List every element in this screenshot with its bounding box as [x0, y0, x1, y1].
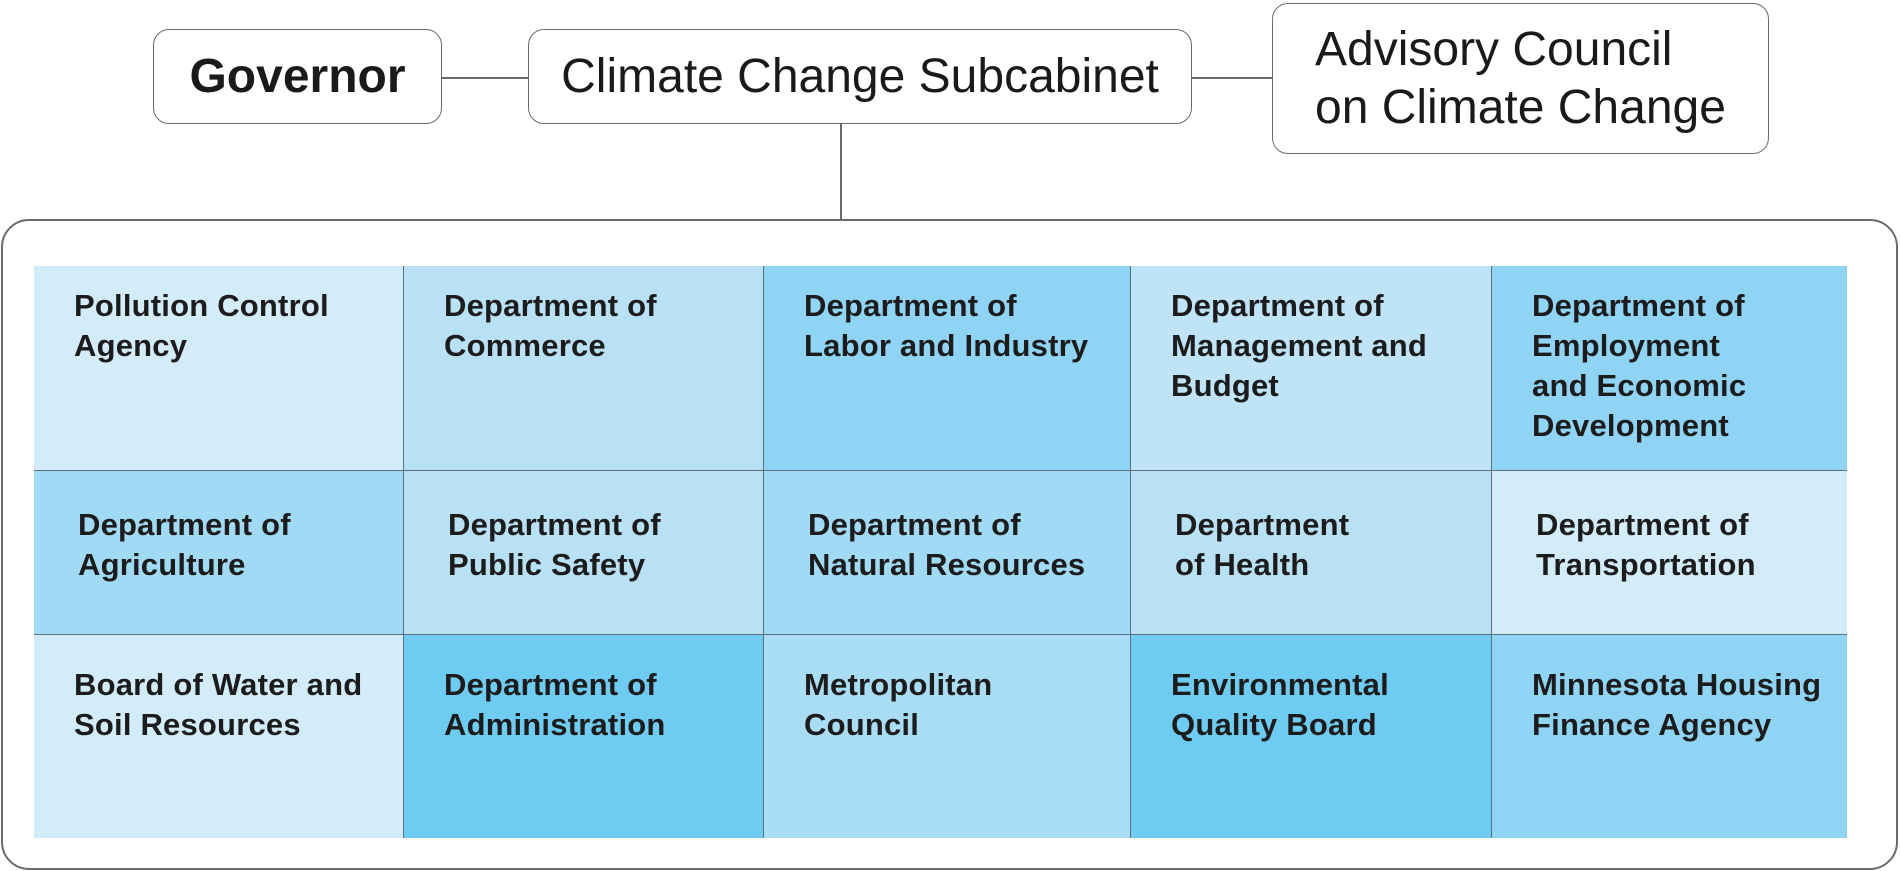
agency-cell: Environmental Quality Board [1131, 635, 1492, 838]
agency-cell: Department of Management and Budget [1131, 266, 1492, 471]
subcabinet-node: Climate Change Subcabinet [528, 29, 1192, 124]
governor-connector [442, 77, 528, 79]
agency-cell: Pollution Control Agency [34, 266, 404, 471]
advisory-council-node: Advisory Council on Climate Change [1272, 3, 1769, 154]
agency-cell: Metropolitan Council [764, 635, 1131, 838]
governor-node: Governor [153, 29, 442, 124]
agency-cell: Department of Employment and Economic De… [1492, 266, 1847, 471]
agency-grid: Pollution Control Agency Department of Co… [34, 266, 1847, 838]
agency-cell: Department of Commerce [404, 266, 764, 471]
agency-cell: Department of Labor and Industry [764, 266, 1131, 471]
agency-cell: Department of Administration [404, 635, 764, 838]
advisory-connector [1192, 77, 1272, 79]
agency-cell: Department of Public Safety [404, 471, 764, 635]
subcabinet-to-agencies-connector [840, 124, 842, 220]
agency-cell: Minnesota Housing Finance Agency [1492, 635, 1847, 838]
agency-cell: Department of Health [1131, 471, 1492, 635]
agency-cell: Department of Transportation [1492, 471, 1847, 635]
agency-cell: Board of Water and Soil Resources [34, 635, 404, 838]
agency-cell: Department of Natural Resources [764, 471, 1131, 635]
agency-cell: Department of Agriculture [34, 471, 404, 635]
